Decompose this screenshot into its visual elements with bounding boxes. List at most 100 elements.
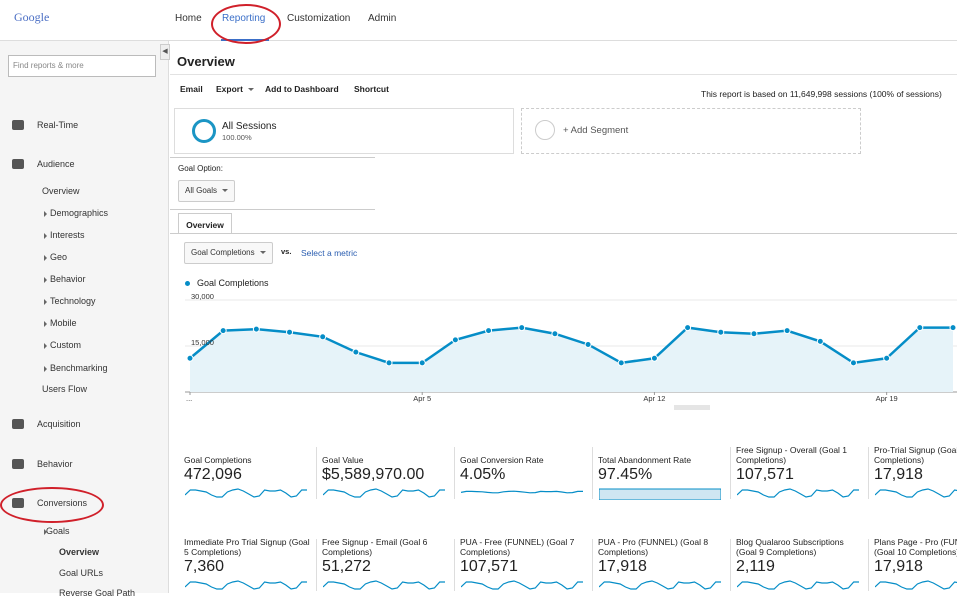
point: [949, 324, 957, 332]
scorecard-label-text: Free Signup - Email (Goal 6 Completions): [322, 537, 428, 557]
point: [650, 354, 658, 362]
expand-arrow: [44, 366, 47, 372]
sidebar-item[interactable]: Geo: [50, 252, 68, 262]
scorecard-value: 2,119: [736, 558, 775, 575]
sparkline: [599, 580, 721, 590]
toolbar-dashboard[interactable]: Add to Dashboard: [265, 84, 339, 94]
scorecard-value: 97.45%: [598, 466, 653, 483]
point: [186, 354, 194, 362]
top-bar: [0, 0, 957, 41]
sparkline-path: [875, 488, 957, 498]
point: [219, 327, 227, 335]
scorecard-label-text: Total Abandonment Rate: [598, 455, 692, 465]
highlight-circle: [211, 4, 281, 44]
x-tick-label: Apr 12: [643, 394, 665, 403]
expand-arrow: [44, 233, 47, 239]
sidebar-item[interactable]: Real-Time: [37, 120, 79, 130]
scorecard-divider: [454, 447, 455, 499]
scorecard-label-text: Pro-Trial Signup (Goal 2 Completions): [874, 445, 957, 465]
scorecard-divider: [454, 539, 455, 591]
point: [717, 328, 725, 336]
sparkline-path: [599, 580, 721, 590]
legend-label[interactable]: Goal Completions: [197, 278, 269, 288]
sparkline-path: [323, 580, 445, 590]
sidebar-item[interactable]: Overview: [42, 186, 80, 196]
sidebar-item[interactable]: Users Flow: [42, 384, 88, 394]
scorecard-divider: [868, 539, 869, 591]
expand-arrow: [44, 255, 47, 261]
sparkline: [461, 580, 583, 590]
add-segment-box[interactable]: [521, 108, 861, 154]
divider: [170, 233, 957, 234]
sidebar-item[interactable]: Reverse Goal Path: [59, 588, 136, 598]
nav-icon: [12, 419, 24, 429]
sparkline-path: [599, 488, 721, 500]
x-tick-label: Apr 19: [876, 394, 898, 403]
scorecard-label: Total Abandonment Rate: [598, 441, 726, 465]
point: [518, 324, 526, 332]
nav-home[interactable]: Home: [175, 13, 202, 24]
logo[interactable]: Google: [14, 10, 50, 24]
sidebar-item[interactable]: Interests: [50, 230, 85, 240]
y-tick-label: 15,000: [191, 338, 214, 347]
tab[interactable]: Overview: [178, 213, 232, 234]
divider: [170, 209, 375, 210]
scorecard-label: Pro-Trial Signup (Goal 2 Completions): [874, 441, 957, 465]
scorecard-label: Blog Qualaroo Subscriptions (Goal 9 Comp…: [736, 533, 864, 557]
sidebar-item[interactable]: Behavior: [50, 274, 86, 284]
sidebar-item[interactable]: Audience: [37, 159, 75, 169]
segment-box[interactable]: [174, 108, 514, 154]
sparkline: [737, 488, 859, 498]
sidebar-item[interactable]: Mobile: [50, 318, 77, 328]
sidebar-item[interactable]: Custom: [50, 340, 82, 350]
sidebar-item[interactable]: Behavior: [37, 459, 73, 469]
goal-option-select[interactable]: All Goals: [178, 180, 236, 202]
point: [385, 359, 393, 367]
area: [190, 327, 953, 392]
collapse-button[interactable]: ◀: [160, 44, 170, 60]
search-box[interactable]: Find reports & more: [8, 55, 156, 77]
expand-arrow: [44, 299, 47, 305]
nav-customization[interactable]: Customization: [287, 13, 351, 24]
scorecard-value: 17,918: [598, 558, 647, 575]
select-metric[interactable]: Select a metric: [301, 248, 358, 258]
sidebar-item[interactable]: Acquisition: [37, 419, 81, 429]
scorecard-label-text: PUA - Pro (FUNNEL) (Goal 8 Completions): [598, 537, 709, 557]
toolbar-export[interactable]: Export: [216, 84, 254, 94]
goal-option-label: Goal Option:: [178, 164, 223, 173]
toolbar-shortcut[interactable]: Shortcut: [354, 84, 389, 94]
sidebar-item[interactable]: Conversions: [37, 498, 88, 508]
expand-arrow: [44, 211, 47, 217]
scorecard-label-text: PUA - Free (FUNNEL) (Goal 7 Completions): [460, 537, 575, 557]
sparkline: [323, 580, 445, 590]
sparkline-path: [185, 580, 307, 590]
toolbar-email[interactable]: Email: [180, 84, 203, 94]
scorecard-divider: [316, 539, 317, 591]
scorecard-value: 472,096: [184, 466, 242, 483]
metric-select[interactable]: Goal Completions: [184, 242, 273, 264]
sidebar-item[interactable]: Technology: [50, 296, 96, 306]
point: [451, 336, 459, 344]
sidebar-item[interactable]: Goal URLs: [59, 568, 104, 578]
sparkline: [737, 580, 859, 590]
divider: [170, 74, 957, 75]
scorecard-value: 17,918: [874, 466, 923, 483]
page-title: Overview: [177, 54, 235, 69]
scorecard-divider: [868, 447, 869, 499]
point: [485, 327, 493, 335]
divider: [170, 157, 375, 158]
point: [286, 328, 294, 336]
nav-admin[interactable]: Admin: [368, 13, 397, 24]
sparkline: [875, 580, 957, 590]
sidebar-item[interactable]: Overview: [59, 547, 100, 557]
sparkline-path: [323, 488, 445, 498]
sidebar-item[interactable]: Demographics: [50, 208, 109, 218]
add-segment[interactable]: + Add Segment: [563, 125, 629, 136]
point: [750, 330, 758, 338]
sidebar-item[interactable]: Goals: [46, 526, 70, 536]
scorecard-value: 17,918: [874, 558, 923, 575]
highlight-circle: [0, 487, 104, 523]
sidebar-item[interactable]: Benchmarking: [50, 363, 108, 373]
scorecard-label: PUA - Free (FUNNEL) (Goal 7 Completions): [460, 533, 588, 557]
